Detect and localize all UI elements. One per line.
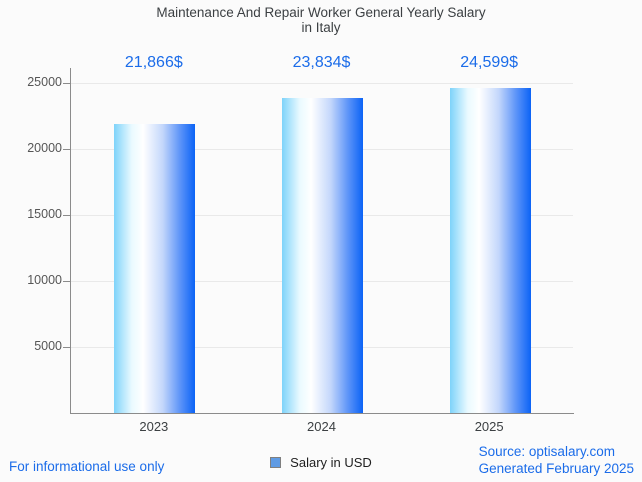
- x-axis-label-2023: 2023: [139, 419, 169, 434]
- value-label-2023: 21,866$: [124, 54, 183, 71]
- y-tick-mark: [63, 346, 70, 348]
- source-line: Source: optisalary.com: [478, 444, 615, 459]
- generated-line: Generated February 2025: [478, 461, 634, 476]
- y-tick-label: 15000: [27, 207, 62, 222]
- value-label-2025: 24,599$: [460, 54, 519, 71]
- bar-2025[interactable]: [449, 88, 531, 413]
- y-tick-label: 20000: [27, 141, 62, 156]
- plot-area: [70, 68, 574, 414]
- legend: Salary in USD: [0, 454, 642, 470]
- y-tick-mark: [63, 214, 70, 216]
- value-label-2024: 23,834$: [292, 54, 351, 71]
- disclaimer-text: For informational use only: [9, 459, 165, 474]
- legend-swatch-icon: [270, 456, 282, 468]
- chart-title: Maintenance And Repair Worker General Ye…: [0, 6, 642, 35]
- chart-title-line2: in Italy: [301, 19, 341, 35]
- x-axis-label-2024: 2024: [307, 419, 336, 434]
- y-tick-mark: [63, 148, 70, 150]
- bar-2024[interactable]: [282, 98, 363, 413]
- x-axis-label-2025: 2025: [474, 419, 504, 434]
- y-tick-mark: [63, 82, 70, 84]
- y-tick-label: 5000: [34, 339, 62, 354]
- source-block: Source: optisalary.com Generated Februar…: [479, 443, 634, 477]
- bar-2023[interactable]: [114, 124, 196, 413]
- gridline: [71, 82, 573, 84]
- y-tick-label: 25000: [27, 75, 62, 90]
- y-tick-label: 10000: [27, 273, 62, 288]
- chart-title-line1: Maintenance And Repair Worker General Ye…: [156, 5, 486, 20]
- legend-label: Salary in USD: [290, 454, 372, 470]
- y-tick-mark: [63, 280, 70, 282]
